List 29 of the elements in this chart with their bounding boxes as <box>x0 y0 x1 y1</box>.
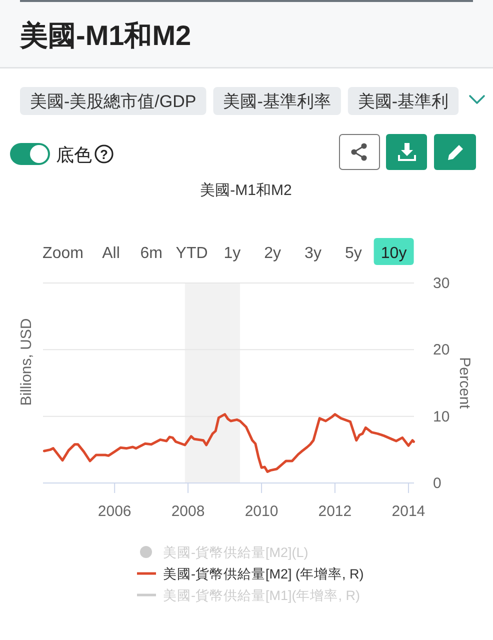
text: ? <box>100 147 108 162</box>
text: 2y <box>264 245 282 262</box>
text: 1y <box>224 245 241 262</box>
y2-tick-label: 10 <box>433 408 450 426</box>
text: 美國-美股總市值/GDP <box>30 92 196 111</box>
text: 6m <box>140 245 163 262</box>
text: 3y <box>304 245 322 262</box>
x-tick-label: 2006 <box>98 503 132 520</box>
chart-title: 美國-M1和M2 <box>200 182 292 199</box>
text: 5y <box>344 245 362 262</box>
text: 美國-M1和M2 <box>19 20 192 51</box>
text: All <box>102 245 120 262</box>
x-tick-label: 2014 <box>392 503 426 520</box>
y2-axis-title: Percent <box>456 357 473 410</box>
text: 美國-基準利 <box>358 92 449 111</box>
text: 10y <box>380 245 407 262</box>
legend-label: 美國-貨幣供給量[M2] (年增率, R) <box>163 566 364 582</box>
text: Zoom <box>42 245 84 262</box>
y2-tick-label: 0 <box>433 475 442 492</box>
line-series <box>42 413 415 473</box>
text: YTD <box>176 245 208 262</box>
x-tick-label: 2008 <box>171 503 205 520</box>
y2-tick-label: 20 <box>433 342 450 359</box>
x-tick-label: 2012 <box>318 503 352 520</box>
text: 底色 <box>56 145 92 165</box>
x-tick-label: 2010 <box>244 503 278 520</box>
y2-tick-label: 30 <box>433 275 450 292</box>
y-axis-title: Billions, USD <box>18 318 35 406</box>
text: 美國-基準利率 <box>223 92 331 111</box>
